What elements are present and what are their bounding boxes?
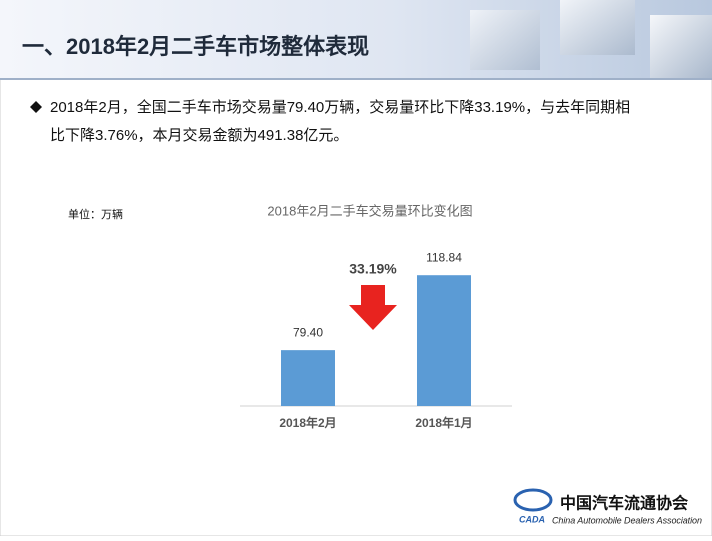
logo: CADA 中国汽车流通协会 China Automobile Dealers A… bbox=[513, 488, 702, 525]
bullet-text: 比下降3.76%，本月交易金额为491.38亿元。 bbox=[50, 126, 348, 144]
value-label: 79.40 bbox=[293, 325, 323, 339]
x-tick-label: 2018年2月 bbox=[279, 415, 336, 430]
bar bbox=[417, 275, 471, 406]
header-title: 一、2018年2月二手车市场整体表现 bbox=[22, 34, 369, 59]
bullet-icon bbox=[30, 101, 42, 113]
unit-label: 单位：万辆 bbox=[68, 207, 123, 221]
logo-english: China Automobile Dealers Association bbox=[552, 515, 702, 525]
bullet-text: 2018年2月，全国二手车市场交易量79.40万辆，交易量环比下降33.19%，… bbox=[50, 98, 630, 116]
change-annotation: 33.19% bbox=[349, 261, 397, 277]
header-cube bbox=[560, 0, 635, 55]
bar bbox=[281, 350, 335, 406]
header-rule bbox=[0, 78, 712, 80]
logo-name: 中国汽车流通协会 bbox=[560, 494, 688, 513]
value-label: 118.84 bbox=[426, 250, 462, 264]
header-cube bbox=[650, 15, 712, 78]
logo-abbr: CADA bbox=[519, 514, 545, 524]
logo-mark bbox=[513, 488, 553, 512]
down-arrow bbox=[349, 285, 397, 330]
chart-title: 2018年2月二手车交易量环比变化图 bbox=[267, 203, 472, 218]
header-cube bbox=[470, 10, 540, 70]
x-tick-label: 2018年1月 bbox=[415, 415, 472, 430]
